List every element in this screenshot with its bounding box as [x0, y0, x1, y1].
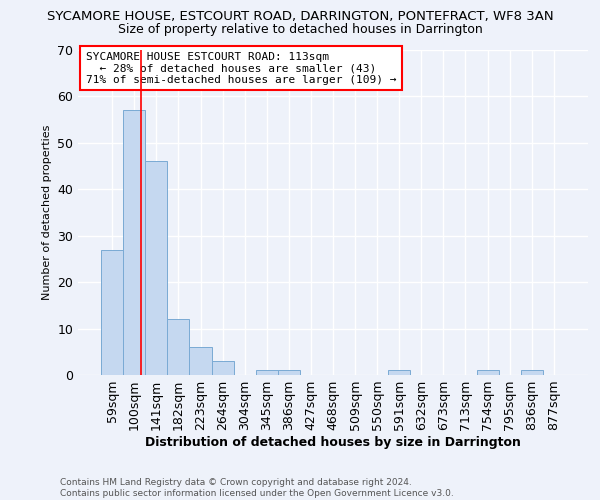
Text: SYCAMORE HOUSE ESTCOURT ROAD: 113sqm
  ← 28% of detached houses are smaller (43): SYCAMORE HOUSE ESTCOURT ROAD: 113sqm ← 2… [86, 52, 396, 85]
Bar [521, 370, 543, 375]
Bar [212, 361, 233, 375]
Text: Size of property relative to detached houses in Darrington: Size of property relative to detached ho… [118, 22, 482, 36]
Bar [145, 162, 167, 375]
Bar [256, 370, 278, 375]
Text: SYCAMORE HOUSE, ESTCOURT ROAD, DARRINGTON, PONTEFRACT, WF8 3AN: SYCAMORE HOUSE, ESTCOURT ROAD, DARRINGTO… [47, 10, 553, 23]
X-axis label: Distribution of detached houses by size in Darrington: Distribution of detached houses by size … [145, 436, 521, 449]
Bar [278, 370, 300, 375]
Bar [476, 370, 499, 375]
Bar [388, 370, 410, 375]
Bar [101, 250, 123, 375]
Bar [123, 110, 145, 375]
Y-axis label: Number of detached properties: Number of detached properties [41, 125, 52, 300]
Bar [167, 320, 190, 375]
Text: Contains HM Land Registry data © Crown copyright and database right 2024.
Contai: Contains HM Land Registry data © Crown c… [60, 478, 454, 498]
Bar [190, 347, 212, 375]
